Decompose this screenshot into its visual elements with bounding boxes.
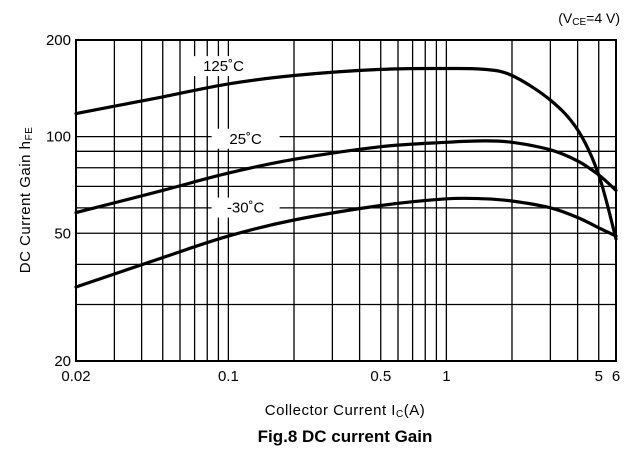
x-tick-label: 5	[595, 368, 603, 385]
plot-frame	[75, 39, 617, 362]
tick-labels: 0.02 0.1 0.5 1 5 6 20 50 100 200	[46, 32, 620, 385]
series-line-0	[74, 66, 618, 241]
series-label-2: -30˚C	[227, 200, 265, 217]
series-lines: 125˚C 25˚C -30˚C	[74, 56, 618, 289]
x-tick-label: 6	[612, 368, 620, 385]
figure-caption: Fig.8 DC current Gain	[258, 427, 433, 446]
series-label-bg	[211, 128, 280, 149]
y-axis-label: DC Current Gain hFE	[17, 127, 35, 274]
y-tick-label: 20	[54, 353, 71, 370]
y-tick-label: 50	[54, 225, 71, 242]
x-tick-label: 0.1	[218, 368, 239, 385]
series-label-bg	[189, 56, 258, 77]
test-condition: (VCE=4 V)	[558, 10, 620, 28]
series-label-bg	[211, 197, 280, 218]
x-tick-label: 0.02	[61, 368, 90, 385]
series-label-1: 25˚C	[229, 131, 262, 148]
x-tick-label: 1	[442, 368, 450, 385]
x-tick-label: 0.5	[370, 368, 391, 385]
y-tick-label: 200	[46, 32, 71, 49]
series-line-1	[74, 139, 618, 215]
series-line-2	[74, 196, 618, 289]
y-tick-label: 100	[46, 129, 71, 146]
series-label-0: 125˚C	[203, 58, 244, 75]
x-axis-label: Collector Current IC(A)	[265, 402, 425, 420]
